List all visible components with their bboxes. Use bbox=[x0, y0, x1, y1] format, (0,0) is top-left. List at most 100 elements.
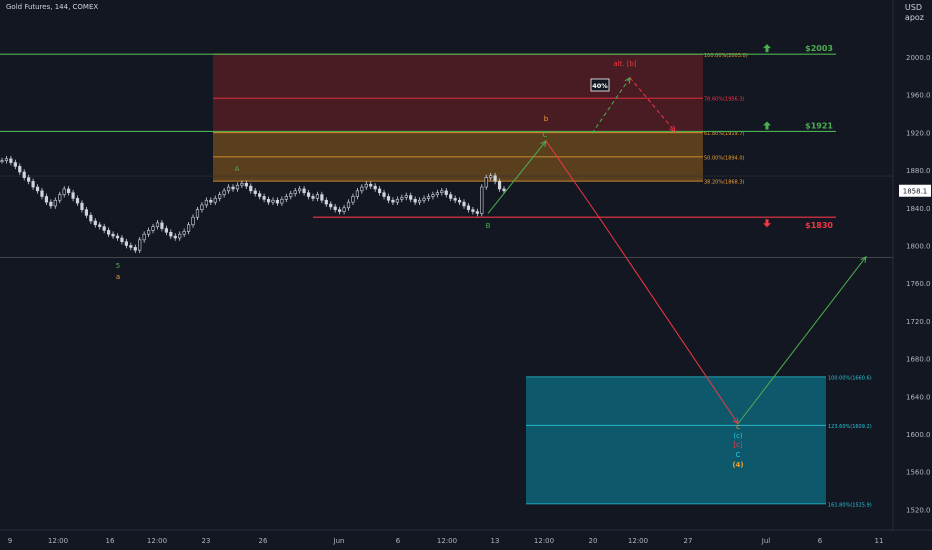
candle-body bbox=[263, 196, 266, 199]
candle-body bbox=[480, 187, 483, 213]
candle-body bbox=[223, 191, 226, 195]
candle-body bbox=[249, 186, 252, 191]
candle-body bbox=[401, 197, 404, 199]
candle-body bbox=[352, 196, 355, 202]
y-tick-label: 1560.0 bbox=[906, 469, 931, 477]
candle-body bbox=[494, 176, 497, 182]
candle-body bbox=[267, 199, 270, 202]
wave-label-c-paren: (c) bbox=[733, 432, 743, 440]
candle-body bbox=[476, 212, 479, 214]
candle-body bbox=[201, 205, 204, 210]
y-tick-label: 1600.0 bbox=[906, 431, 931, 439]
candle-body bbox=[463, 202, 466, 206]
candle-body bbox=[130, 246, 133, 248]
wave-label-C-upper: C bbox=[736, 451, 741, 459]
wave-label-a: a bbox=[116, 273, 120, 281]
candle-body bbox=[183, 231, 186, 234]
candle-body bbox=[98, 225, 101, 227]
candle-body bbox=[258, 194, 261, 197]
wave-label-pct: 40% bbox=[592, 82, 608, 90]
fib-zones: 100.00%(2003.0) 78.60%(1956.3) 61.80%(1919… bbox=[213, 53, 872, 508]
candle-body bbox=[112, 234, 115, 236]
wave-label-B: B bbox=[486, 222, 491, 230]
candle-body bbox=[32, 181, 35, 187]
candle-body bbox=[427, 196, 430, 198]
candle-body bbox=[187, 225, 190, 232]
candle-body bbox=[10, 159, 13, 163]
x-tick-label: 6 bbox=[396, 537, 401, 545]
candle-body bbox=[436, 193, 439, 195]
candle-body bbox=[192, 217, 195, 225]
y-tick-label: 1680.0 bbox=[906, 356, 931, 364]
candle-body bbox=[36, 187, 39, 191]
candle-body bbox=[418, 200, 421, 202]
candle-body bbox=[392, 200, 395, 202]
x-tick-label: 13 bbox=[491, 537, 500, 545]
candle-body bbox=[232, 187, 235, 189]
price-axis[interactable]: 2000.0 1960.0 1920.0 1880.0 1840.0 1800.0 1760… bbox=[893, 0, 931, 530]
candle-body bbox=[387, 196, 390, 200]
fib-label: 78.60%(1956.3) bbox=[704, 97, 745, 103]
candle-body bbox=[441, 191, 444, 193]
candle-body bbox=[152, 227, 155, 231]
candle-body bbox=[67, 189, 70, 193]
level-label: $1921 bbox=[805, 121, 833, 130]
y-tick-label: 1640.0 bbox=[906, 393, 931, 401]
candle-body bbox=[498, 181, 501, 189]
x-tick-label: 20 bbox=[589, 537, 598, 545]
level-label: $1830 bbox=[805, 221, 833, 230]
x-tick-label: 12:00 bbox=[48, 537, 68, 545]
level-label: $2003 bbox=[805, 44, 833, 53]
candle-body bbox=[245, 183, 248, 186]
x-tick-label: 12:00 bbox=[534, 537, 554, 545]
candle-body bbox=[343, 208, 346, 212]
candle-body bbox=[369, 184, 372, 186]
candle-body bbox=[378, 189, 381, 193]
fib-label: 50.00%(1894.0) bbox=[704, 155, 745, 161]
candle-body bbox=[227, 187, 230, 191]
candle-body bbox=[423, 198, 426, 200]
fib-label: 161.80%(1525.9) bbox=[828, 502, 872, 508]
candle-body bbox=[54, 200, 57, 206]
currency-label: USD bbox=[905, 3, 924, 13]
candle-body bbox=[374, 186, 377, 189]
y-tick-label: 1800.0 bbox=[906, 243, 931, 251]
candle-body bbox=[170, 232, 173, 236]
candle-body bbox=[156, 223, 159, 227]
candle-body bbox=[23, 172, 26, 178]
time-axis[interactable]: 9 12:00 16 12:00 23 26 Jun 6 12:00 13 12:00 20 12:00… bbox=[0, 530, 932, 545]
y-tick-label: 1720.0 bbox=[906, 318, 931, 326]
candle-body bbox=[329, 204, 332, 207]
scale-mode-label: apoz bbox=[905, 13, 924, 23]
candle-body bbox=[50, 202, 53, 206]
candle-body bbox=[334, 207, 337, 210]
arrow-up-icon bbox=[763, 44, 771, 52]
candle-body bbox=[405, 196, 408, 198]
candle-body bbox=[76, 198, 79, 203]
wave-label-c: c bbox=[736, 423, 740, 431]
candle-body bbox=[121, 238, 124, 242]
candle-body bbox=[1, 161, 4, 162]
candle-body bbox=[205, 200, 208, 205]
candle-body bbox=[107, 230, 110, 234]
candle-body bbox=[445, 191, 448, 195]
candle-body bbox=[432, 195, 435, 197]
fib-label: 61.80%(1919.7) bbox=[704, 131, 745, 137]
y-tick-label: 1520.0 bbox=[906, 506, 931, 514]
arrow-up-icon bbox=[763, 121, 771, 129]
y-tick-label: 1960.0 bbox=[906, 92, 931, 100]
candle-body bbox=[103, 227, 106, 231]
axis-header: USD apoz bbox=[905, 3, 924, 23]
candle-body bbox=[272, 200, 275, 202]
x-tick-label: 11 bbox=[875, 537, 884, 545]
candle-body bbox=[276, 200, 279, 203]
wave-label-c-bracket: [c] bbox=[733, 441, 743, 449]
candle-body bbox=[196, 210, 199, 218]
x-tick-label: 9 bbox=[8, 537, 12, 545]
wave-label-C: C bbox=[543, 131, 548, 139]
candle-body bbox=[143, 234, 146, 240]
arrow-down-icon bbox=[763, 219, 771, 227]
fib-label: 38.20%(1868.3) bbox=[704, 180, 745, 186]
candle-body bbox=[161, 223, 164, 229]
